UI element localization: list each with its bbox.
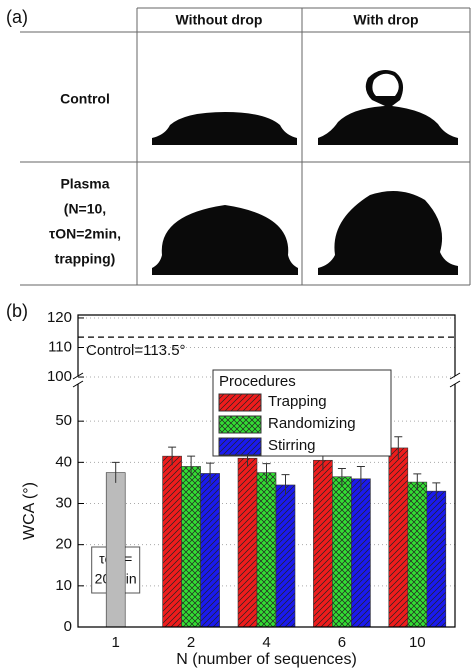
y-tick-label: 110 [48,338,72,355]
row-header: trapping) [55,251,116,267]
y-tick-label: 10 [55,577,72,594]
legend-label: Trapping [268,393,327,410]
legend-swatch [218,415,262,434]
x-tick-label: 10 [409,634,426,651]
error-bar [413,473,422,491]
bar [256,472,277,628]
y-tick-label: 30 [55,494,72,511]
drop-images [152,70,458,275]
bar [275,484,296,628]
row-header: τON=2min, [49,226,121,242]
y-tick-label: 50 [55,412,72,429]
legend-swatch [218,393,262,412]
bar [351,478,371,628]
row-header: Plasma [60,176,109,192]
bar [237,457,258,628]
drop-silhouette [152,205,298,275]
legend-label: Randomizing [268,415,356,432]
legend-swatch [218,437,262,456]
y-tick-label: 20 [55,536,72,553]
legend-title: Procedures [219,373,296,390]
column-header: With drop [353,12,418,28]
y-tick-label: 100 [47,368,72,385]
row-header: (N=10, [64,201,106,217]
error-bar [168,446,177,466]
image-table [20,7,471,286]
error-bar [356,465,365,492]
bar [407,481,428,628]
error-bar [432,482,441,500]
x-tick-label: 2 [187,634,195,651]
drop-silhouette [152,112,297,145]
error-bar [111,461,120,483]
error-bar [337,468,346,485]
bar [388,447,409,628]
x-tick-label: 1 [112,634,120,651]
error-bar [281,474,290,496]
y-axis-label: WCA (°) [21,482,38,540]
bar [181,466,201,628]
axis-break [72,372,461,388]
row-header: Control [60,91,110,107]
column-header: Without drop [176,12,263,28]
error-bar [206,462,215,484]
y-tick-label: 40 [55,453,72,470]
x-tick-label: 6 [338,634,346,651]
axis-frame [77,314,456,628]
y-tick-label: 0 [64,618,72,635]
panel-label: (b) [6,301,28,321]
bar [105,472,126,628]
drop-silhouette [318,191,458,275]
x-tick-label: 4 [262,634,270,651]
y-tick-label: 120 [47,309,72,326]
error-bar [262,463,271,482]
panel-label: (a) [6,7,28,27]
bar [313,459,333,628]
reference-label: Control=113.5° [86,342,186,359]
drop-silhouette [318,70,458,145]
error-bar [394,436,403,460]
error-bar [187,455,196,477]
bar [332,476,352,628]
bar [426,490,447,628]
bar [200,473,220,628]
legend-label: Stirring [268,437,316,454]
x-axis-label: N (number of sequences) [176,651,357,668]
bar [162,455,182,628]
